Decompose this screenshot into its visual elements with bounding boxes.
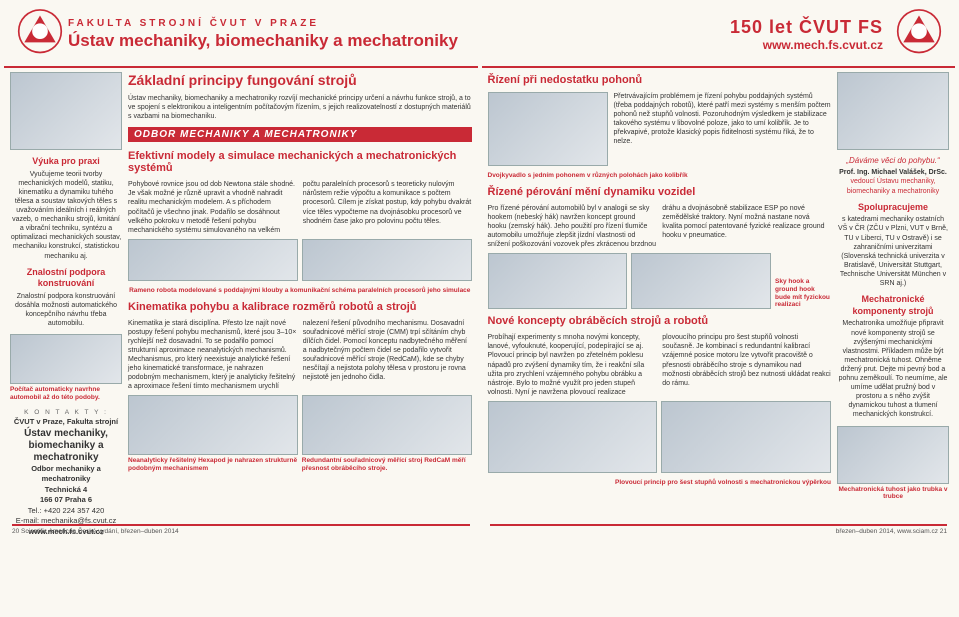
sec5-body: Probíhají experimenty s mnoha novými kon… (488, 333, 832, 397)
side-quote: „Dáváme věci do pohybu.“ Prof. Ing. Mich… (837, 156, 949, 196)
side-knowledge-title: Znalostní podpora konstruování (10, 267, 122, 290)
machine-photo (488, 401, 658, 473)
side-collab: Spolupracujeme s katedrami mechaniky ost… (837, 202, 949, 288)
sec4-caption: Sky hook a ground hook bude mít fyzickou… (775, 278, 831, 309)
sec5-caption: Plovoucí princip pro šest stupňů volnost… (488, 479, 832, 487)
quote-author: Prof. Ing. Michael Valášek, DrSc. (837, 168, 949, 177)
faculty-label: FAKULTA STROJNÍ ČVUT V PRAZE (68, 18, 470, 29)
pendulum-graph-image (488, 92, 608, 166)
side-teaching: Výuka pro praxi Vyučujeme teorii tvorby … (10, 156, 122, 261)
sec3-caption: Dvojkyvadlo s jedním pohonem v různých p… (488, 172, 832, 180)
schema-image (302, 239, 472, 281)
sec3-body: Přetrvávajícím problémem je řízení pohyb… (614, 92, 832, 166)
side5-caption: Mechatronická tuhost jako trubka v trubc… (837, 486, 949, 502)
sec2-caption-b: Redundantní souřadnicový měřící stroj Re… (302, 457, 472, 473)
side-mechatronic: Mechatronické komponenty strojů Mechatro… (837, 294, 949, 419)
side-mechatronic-body: Mechatronika umožňuje připravit nové kom… (837, 319, 949, 419)
side-knowledge: Znalostní podpora konstruování Znalostní… (10, 267, 122, 329)
car-render-image (10, 334, 122, 384)
main-title: Základní principy fungování strojů (128, 72, 472, 88)
sec1-body: Pohybové rovnice jsou od dob Newtona stá… (128, 180, 472, 235)
sec2-body: Kinematika je stará disciplína. Přesto l… (128, 319, 472, 392)
tube-diagram-image (837, 426, 949, 484)
side-collab-title: Spolupracujeme (837, 202, 949, 214)
quote-text: „Dáváme věci do pohybu.“ (837, 156, 949, 166)
car-render-caption: Počítač automaticky navrhne automobil až… (10, 386, 122, 402)
website: www.mech.fs.cvut.cz (490, 38, 884, 52)
odbor-bar: ODBOR MECHANIKY A MECHATRONIKY (128, 127, 472, 142)
department-name: Ústav mechaniky, biomechaniky a mechatro… (68, 29, 470, 51)
redcam-image (302, 395, 472, 455)
anniversary: 150 let ČVUT FS (490, 17, 884, 38)
quote-role: vedoucí Ústavu mechaniky, biomechaniky a… (837, 177, 949, 195)
footer-right: březen–duben 2014, www.sciam.cz 21 (490, 524, 948, 535)
side-teaching-title: Výuka pro praxi (10, 156, 122, 168)
footer-left: 20 Scientific American České vydání, bře… (12, 524, 470, 535)
intro-text: Ústav mechaniky, biomechaniky a mechatro… (128, 94, 472, 121)
sec4-title: Řízené pérování mění dynamiku vozidel (488, 186, 832, 198)
sec4-body: Pro řízené pérování automobilů byl v ana… (488, 204, 832, 249)
lab-photo-1 (10, 72, 122, 150)
sec1-caption: Rameno robota modelované s poddajnými kl… (128, 287, 472, 295)
side-knowledge-body: Znalostní podpora konstruování dosáhla m… (10, 292, 122, 328)
contact-box: K O N T A K T Y : ČVUT v Praze, Fakulta … (10, 408, 122, 537)
sec2-title: Kinematika pohybu a kalibrace rozměrů ro… (128, 301, 472, 313)
groundhook-diagram (631, 253, 771, 309)
faculty-logo-left (12, 6, 68, 62)
lab-photo-2 (837, 72, 949, 150)
faculty-logo-right (891, 6, 947, 62)
side-collab-body: s katedrami mechaniky ostatních VŠ v ČR … (837, 215, 949, 288)
page-header-right: 150 let ČVUT FS www.mech.fs.cvut.cz (482, 4, 956, 68)
page-header-left: FAKULTA STROJNÍ ČVUT V PRAZE Ústav mecha… (4, 4, 478, 68)
sec2-caption-a: Neanalyticky řešitelný Hexapod je nahraz… (128, 457, 298, 473)
side-teaching-body: Vyučujeme teorii tvorby mechanických mod… (10, 170, 122, 261)
skyhook-diagram (488, 253, 628, 309)
side-mechatronic-title: Mechatronické komponenty strojů (837, 294, 949, 317)
floating-principle-image (661, 401, 831, 473)
sec1-title: Efektivní modely a simulace mechanických… (128, 150, 472, 174)
robot-arm-image (128, 239, 298, 281)
sec3-title: Řízení při nedostatku pohonů (488, 74, 832, 86)
sec5-title: Nové koncepty obráběcích strojů a robotů (488, 315, 832, 327)
hexapod-image (128, 395, 298, 455)
